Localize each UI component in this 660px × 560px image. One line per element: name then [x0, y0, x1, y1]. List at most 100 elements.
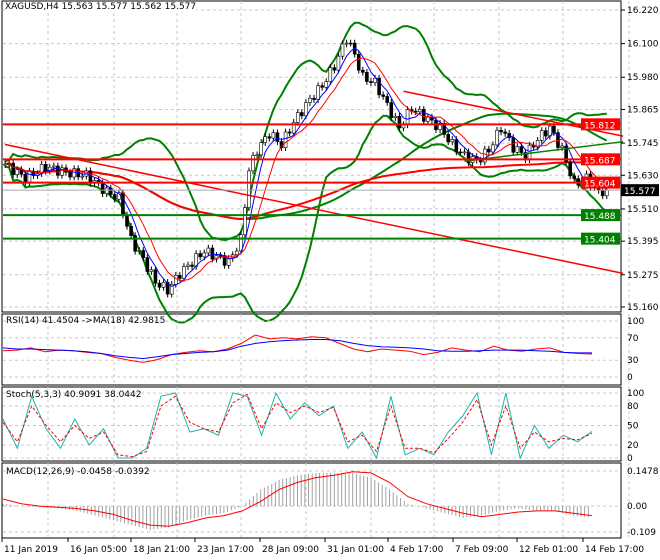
candle — [23, 173, 28, 183]
candle — [397, 115, 402, 129]
candle — [344, 42, 349, 45]
candle — [361, 69, 365, 73]
candle — [178, 275, 182, 279]
stoch-tick-label: 50 — [627, 422, 639, 432]
candle — [267, 136, 272, 139]
candle — [133, 235, 137, 252]
rsi-tick-label: 100 — [627, 317, 644, 327]
candle — [405, 109, 410, 126]
rsi-tick-label: 30 — [627, 356, 639, 366]
candle — [385, 96, 390, 103]
level-label: 15.812 — [584, 121, 616, 131]
candle — [373, 77, 377, 83]
x-tick-label: 7 Feb 09:00 — [455, 545, 509, 555]
candle — [157, 282, 162, 288]
rsi-title: RSI(14) 41.4504 ->MA(18) 42.9815 — [6, 316, 166, 326]
candle — [275, 132, 280, 142]
candle — [564, 145, 568, 163]
candle — [572, 175, 577, 179]
macd-signal-line — [2, 471, 593, 527]
candle — [15, 169, 20, 176]
candle — [117, 192, 121, 200]
candle — [226, 258, 231, 266]
y-tick-label: 15.275 — [627, 271, 659, 281]
candle — [413, 110, 418, 113]
candle — [340, 43, 345, 57]
candle — [499, 129, 503, 133]
level-label: 15.488 — [584, 212, 616, 222]
candle — [182, 266, 186, 279]
candle — [519, 146, 524, 153]
candle — [539, 130, 544, 141]
candle — [247, 170, 251, 208]
panel-frame-1 — [1, 313, 622, 386]
candle — [11, 162, 15, 176]
x-tick-label: 28 Jan 09:00 — [262, 545, 319, 555]
candle — [450, 139, 455, 143]
candle — [129, 226, 133, 236]
candle — [206, 247, 211, 254]
macd-tick-label: 0.00 — [627, 502, 647, 512]
x-tick-label: 31 Jan 01:00 — [327, 545, 384, 555]
x-tick-label: 11 Jan 2019 — [4, 545, 58, 555]
candle — [43, 163, 48, 172]
candle — [304, 102, 308, 117]
candle — [543, 130, 548, 137]
candle — [300, 112, 304, 117]
current-price-label: 15.577 — [624, 187, 656, 197]
candle — [239, 234, 243, 252]
candle — [121, 192, 125, 216]
level-label: 15.687 — [584, 156, 616, 166]
rsi-tick-label: 70 — [627, 334, 639, 344]
candle — [210, 247, 215, 260]
candle — [251, 155, 255, 172]
candle — [141, 250, 146, 258]
candle — [600, 190, 605, 197]
candle — [535, 140, 540, 148]
level-tag — [581, 118, 620, 131]
candle — [169, 284, 174, 295]
candle — [27, 170, 32, 183]
level-tag — [581, 232, 620, 245]
candle — [100, 182, 105, 194]
trendline — [464, 140, 624, 163]
candle — [283, 131, 288, 148]
candle — [161, 282, 166, 288]
candle — [548, 125, 552, 137]
candle — [495, 129, 499, 146]
y-tick-label: 15.980 — [627, 73, 659, 83]
candle — [393, 115, 398, 119]
candle — [149, 269, 154, 272]
level-tag — [581, 153, 620, 166]
candle — [604, 189, 609, 197]
y-tick-label: 15.160 — [627, 303, 659, 313]
candle — [487, 148, 491, 153]
candle — [336, 55, 341, 71]
x-tick-label: 4 Feb 17:00 — [390, 545, 444, 555]
candle — [442, 122, 446, 135]
candle — [271, 132, 276, 139]
candle — [332, 67, 337, 71]
candle — [218, 255, 223, 257]
y-tick-label: 15.510 — [627, 205, 659, 215]
level-tag — [581, 209, 620, 222]
y-tick-label: 15.395 — [627, 237, 659, 247]
candle — [328, 67, 333, 82]
candle — [259, 142, 263, 156]
candle — [515, 146, 520, 153]
candle — [377, 77, 381, 96]
candle — [295, 112, 300, 123]
candle — [68, 171, 72, 178]
candle — [454, 139, 459, 153]
candle — [145, 257, 150, 272]
candle — [426, 116, 430, 122]
candle — [234, 250, 239, 255]
candle — [165, 282, 170, 295]
candle — [52, 165, 56, 168]
candle — [438, 122, 442, 130]
candle — [430, 116, 434, 121]
x-tick-label: 23 Jan 17:00 — [197, 545, 254, 555]
candle — [190, 264, 194, 267]
